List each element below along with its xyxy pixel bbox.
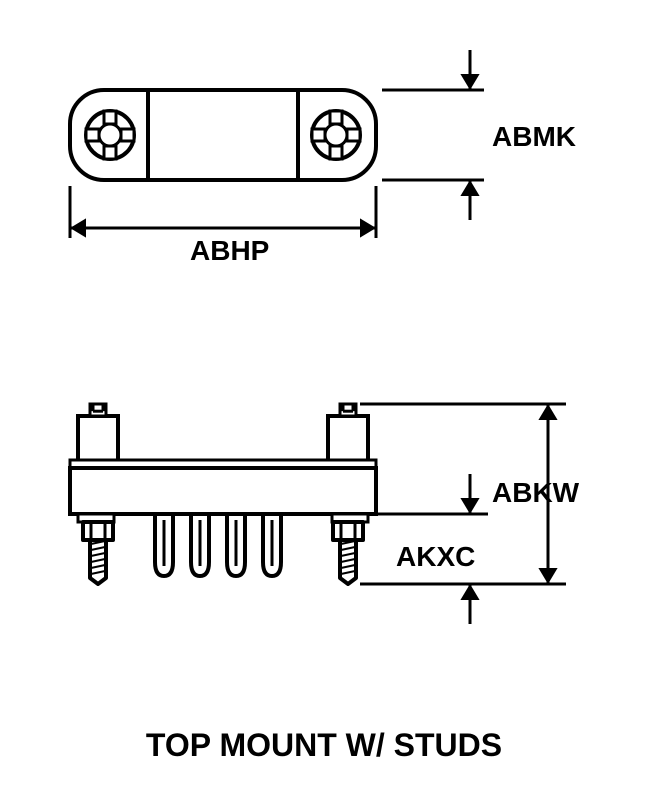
side-view [70, 404, 376, 584]
diagram-stage: ABHP ABMK ABKW AKXC TOP MOUNT W/ STUDS [0, 0, 648, 812]
label-abmk: ABMK [492, 121, 576, 152]
diagram-caption: TOP MOUNT W/ STUDS [0, 727, 648, 764]
pin [227, 514, 245, 576]
pin [191, 514, 209, 576]
diagram-svg: ABHP ABMK ABKW AKXC [0, 0, 648, 812]
label-akxc: AKXC [396, 541, 475, 572]
pin [155, 514, 173, 576]
label-abhp: ABHP [190, 235, 269, 266]
top-view [70, 90, 376, 180]
side-body [70, 468, 376, 514]
pin [263, 514, 281, 576]
stud [333, 522, 363, 584]
tower-cap [340, 404, 356, 416]
label-abkw: ABKW [492, 477, 580, 508]
stud [83, 522, 113, 584]
tower-cap [90, 404, 106, 416]
